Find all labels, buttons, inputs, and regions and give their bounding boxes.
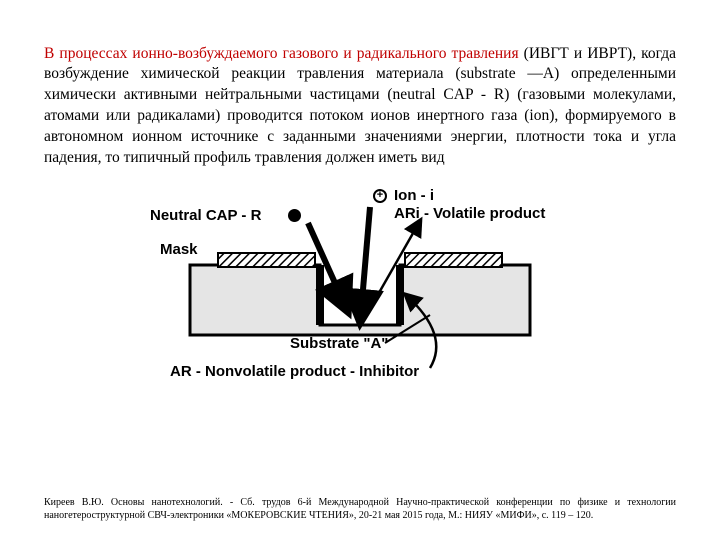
label-ion: Ion - i (394, 187, 434, 204)
intro-paragraph: В процессах ионно-возбуждаемого газового… (44, 44, 676, 170)
label-mask: Mask (160, 241, 198, 258)
intro-rest: (ИВГТ и ИВРТ), когда возбуждение химичес… (44, 45, 676, 167)
intro-lead: В процессах ионно-возбуждаемого газового… (44, 45, 519, 62)
ion-plus-icon: + (373, 189, 387, 203)
label-nonvolatile: AR - Nonvolatile product - Inhibitor (170, 363, 419, 380)
label-ari: ARi - Volatile product (394, 205, 545, 222)
label-neutral-cap: Neutral CAP - R (150, 207, 261, 224)
etch-profile-diagram: Neutral CAP - R Mask + Ion - i ARi - Vol… (130, 185, 590, 395)
citation: Киреев В.Ю. Основы нанотехнологий. - Сб.… (44, 497, 676, 522)
neutral-dot-icon (288, 209, 301, 222)
label-substrate: Substrate "A" (290, 335, 388, 352)
